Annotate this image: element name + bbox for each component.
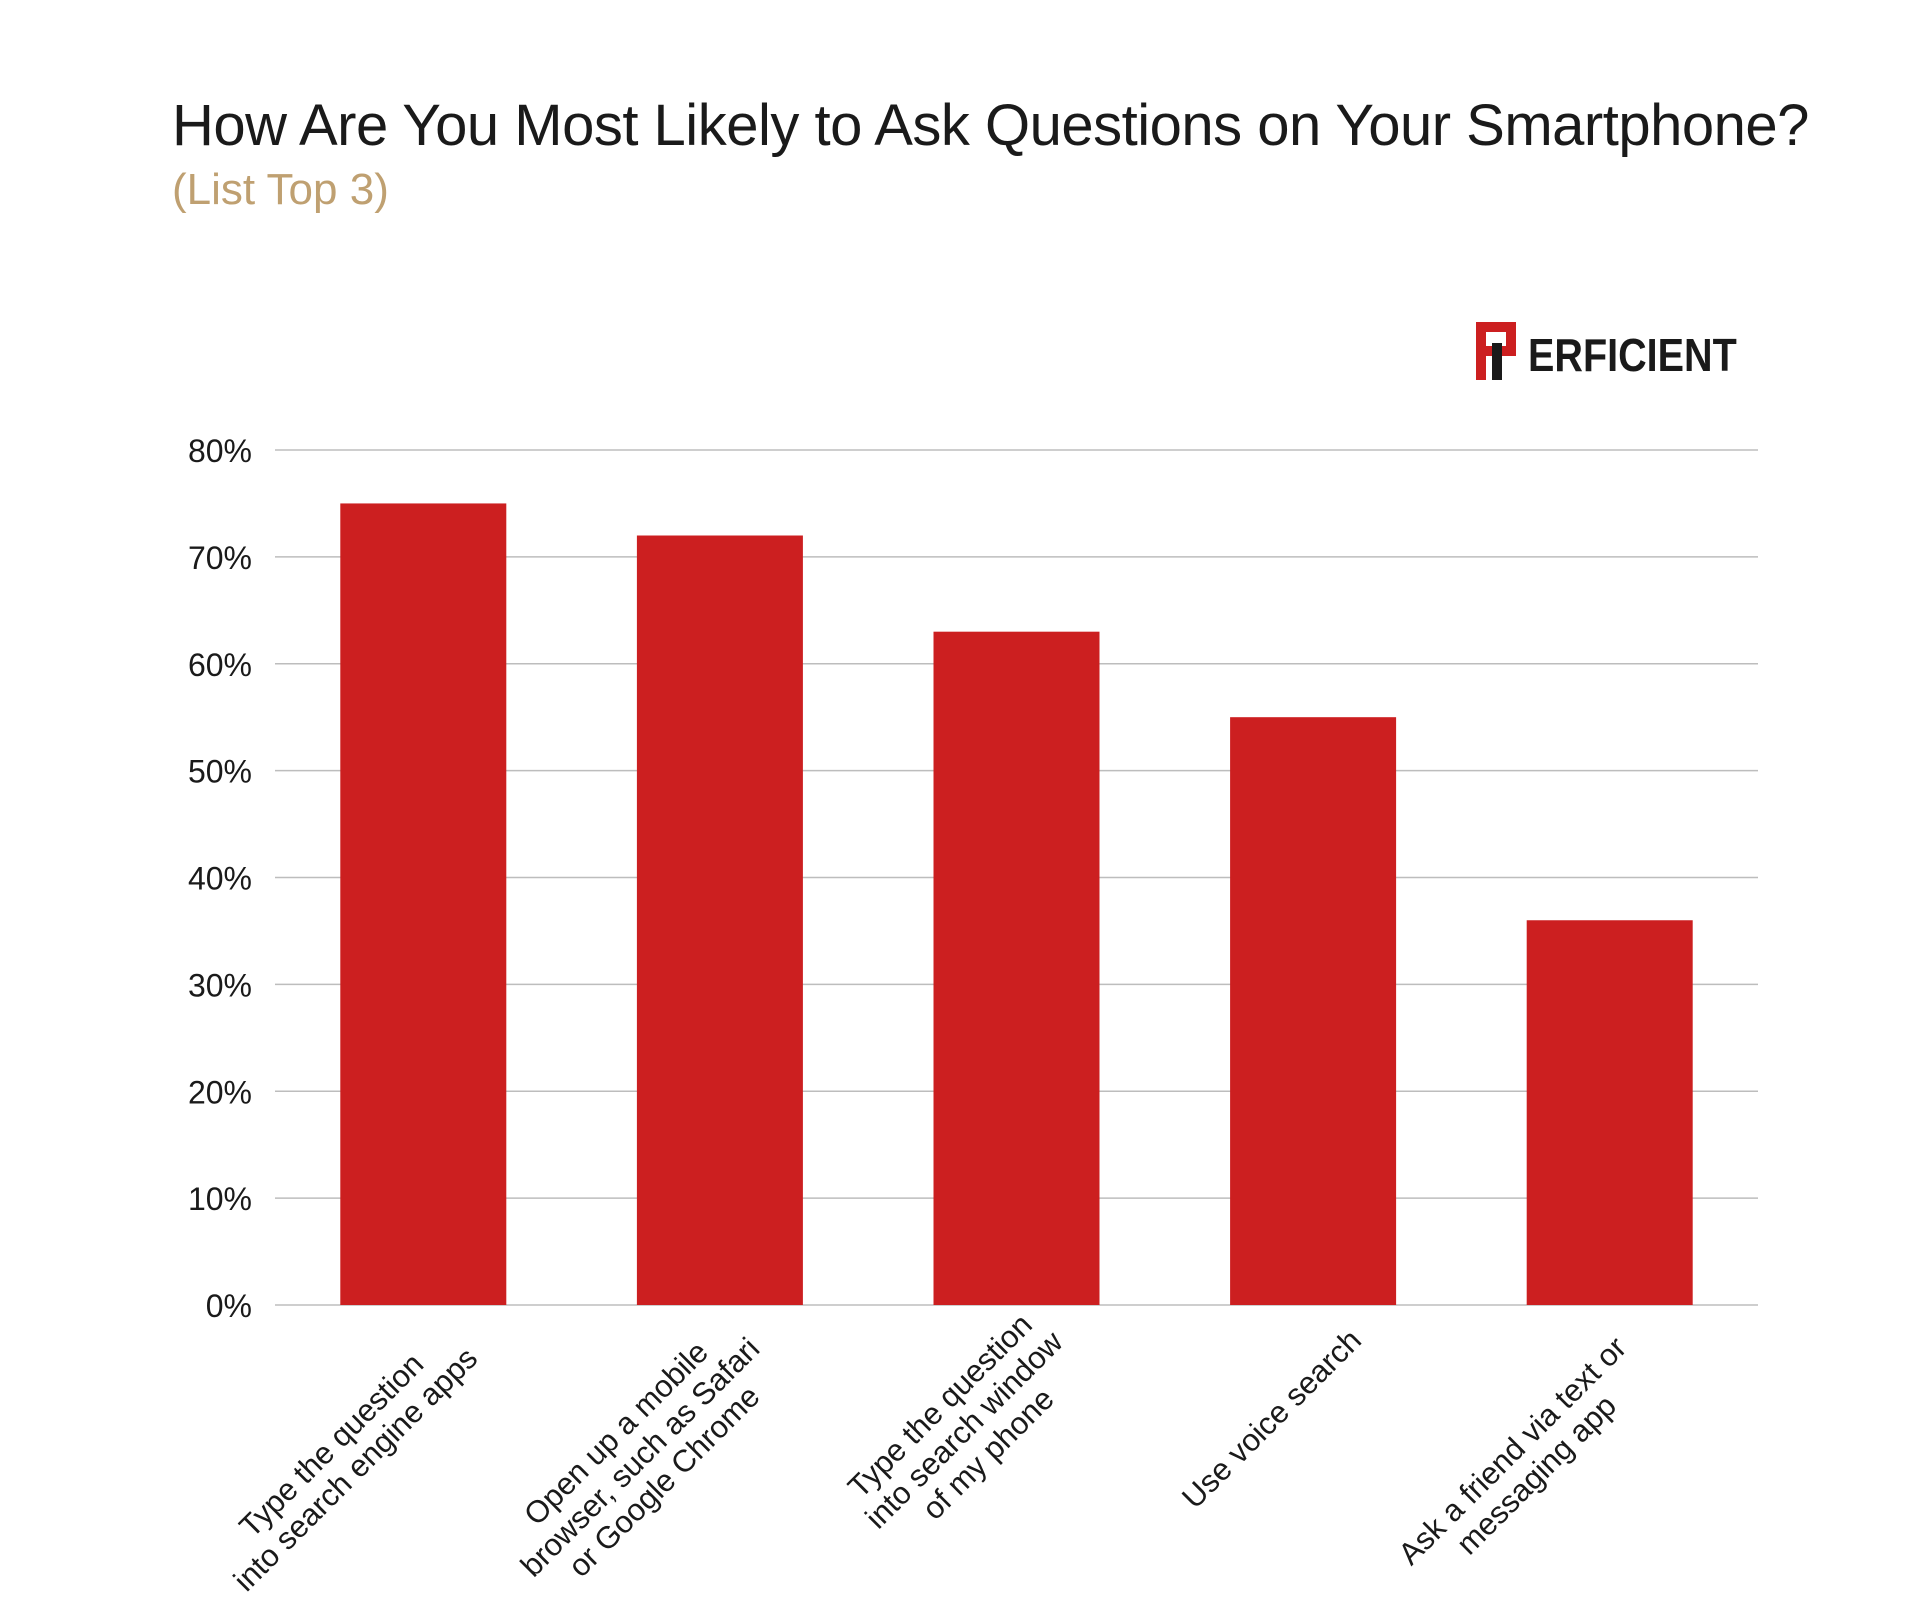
bar: [636, 535, 803, 1305]
x-tick-label: Open up a mobilebrowser, such as Safario…: [490, 1307, 791, 1601]
logo-mark-icon: [1476, 322, 1516, 380]
chart-subtitle: (List Top 3): [172, 165, 389, 214]
y-tick-label: 60%: [188, 647, 252, 683]
y-tick-label: 20%: [188, 1074, 252, 1110]
x-tick-label: Use voice search: [1175, 1322, 1368, 1515]
y-tick-label: 50%: [188, 754, 252, 790]
y-tick-label: 70%: [188, 540, 252, 576]
y-tick-label: 0%: [206, 1288, 252, 1324]
perficient-logo: ERFICIENT: [1476, 322, 1737, 381]
bar: [1526, 920, 1693, 1305]
logo-text: ERFICIENT: [1528, 329, 1737, 381]
y-tick-label: 10%: [188, 1181, 252, 1217]
bar: [1230, 717, 1397, 1305]
x-tick-label: Type the questioninto search windowof my…: [834, 1300, 1094, 1560]
chart-title: How Are You Most Likely to Ask Questions…: [172, 93, 1809, 158]
y-tick-label: 80%: [188, 433, 252, 469]
bar: [340, 503, 507, 1305]
y-tick-label: 40%: [188, 861, 252, 897]
y-tick-label: 30%: [188, 967, 252, 1003]
x-tick-label: Type the questioninto search engine apps: [203, 1316, 485, 1598]
bar: [933, 631, 1100, 1305]
x-tick-label: Ask a friend via text ormessaging app: [1391, 1330, 1657, 1596]
